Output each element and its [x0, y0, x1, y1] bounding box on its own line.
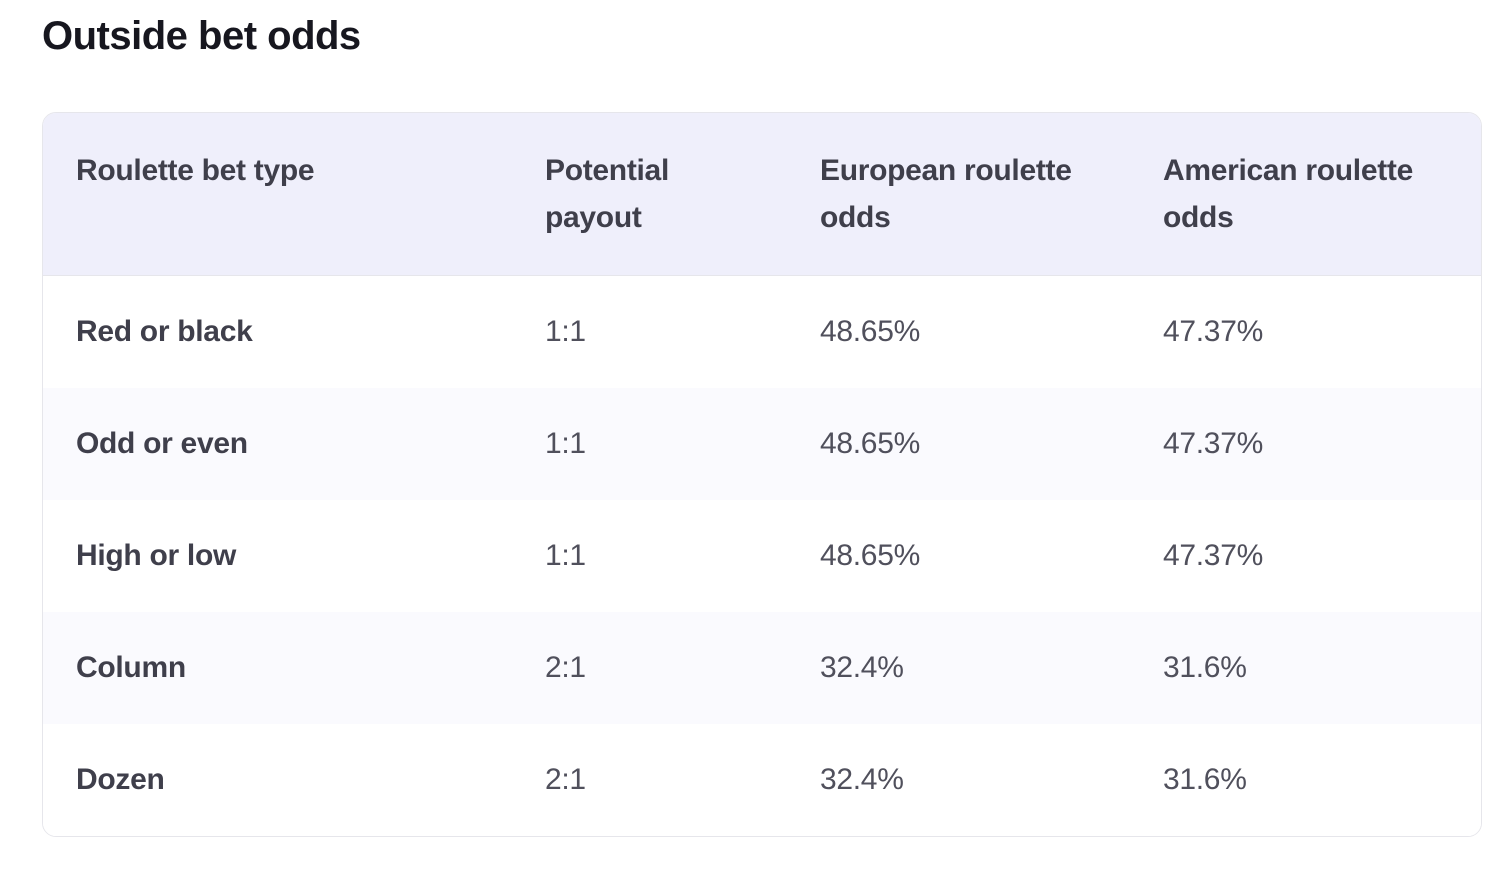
european-odds-cell: 48.65%	[787, 388, 1130, 500]
bet-type-cell: Red or black	[43, 275, 512, 388]
column-header-payout: Potential payout	[512, 113, 787, 276]
european-odds-cell: 48.65%	[787, 500, 1130, 612]
american-odds-cell: 47.37%	[1130, 275, 1481, 388]
bet-type-cell: High or low	[43, 500, 512, 612]
bet-type-cell: Dozen	[43, 724, 512, 836]
european-odds-cell: 32.4%	[787, 724, 1130, 836]
column-header-american-odds: American roulette odds	[1130, 113, 1481, 276]
table-body: Red or black 1:1 48.65% 47.37% Odd or ev…	[43, 275, 1481, 836]
american-odds-cell: 31.6%	[1130, 724, 1481, 836]
table-row: Red or black 1:1 48.65% 47.37%	[43, 275, 1481, 388]
table-row: Dozen 2:1 32.4% 31.6%	[43, 724, 1481, 836]
american-odds-cell: 47.37%	[1130, 500, 1481, 612]
column-header-bet-type: Roulette bet type	[43, 113, 512, 276]
table-row: Odd or even 1:1 48.65% 47.37%	[43, 388, 1481, 500]
payout-cell: 1:1	[512, 388, 787, 500]
payout-cell: 1:1	[512, 500, 787, 612]
european-odds-cell: 48.65%	[787, 275, 1130, 388]
odds-table-card: Roulette bet type Potential payout Europ…	[42, 112, 1482, 837]
bet-type-cell: Odd or even	[43, 388, 512, 500]
american-odds-cell: 47.37%	[1130, 388, 1481, 500]
american-odds-cell: 31.6%	[1130, 612, 1481, 724]
table-row: Column 2:1 32.4% 31.6%	[43, 612, 1481, 724]
european-odds-cell: 32.4%	[787, 612, 1130, 724]
table-row: High or low 1:1 48.65% 47.37%	[43, 500, 1481, 612]
payout-cell: 2:1	[512, 612, 787, 724]
outside-bet-odds-table: Roulette bet type Potential payout Europ…	[43, 113, 1481, 836]
column-header-european-odds: European roulette odds	[787, 113, 1130, 276]
page-title: Outside bet odds	[42, 14, 361, 58]
payout-cell: 1:1	[512, 275, 787, 388]
payout-cell: 2:1	[512, 724, 787, 836]
bet-type-cell: Column	[43, 612, 512, 724]
table-header: Roulette bet type Potential payout Europ…	[43, 113, 1481, 276]
header-row: Roulette bet type Potential payout Europ…	[43, 113, 1481, 276]
